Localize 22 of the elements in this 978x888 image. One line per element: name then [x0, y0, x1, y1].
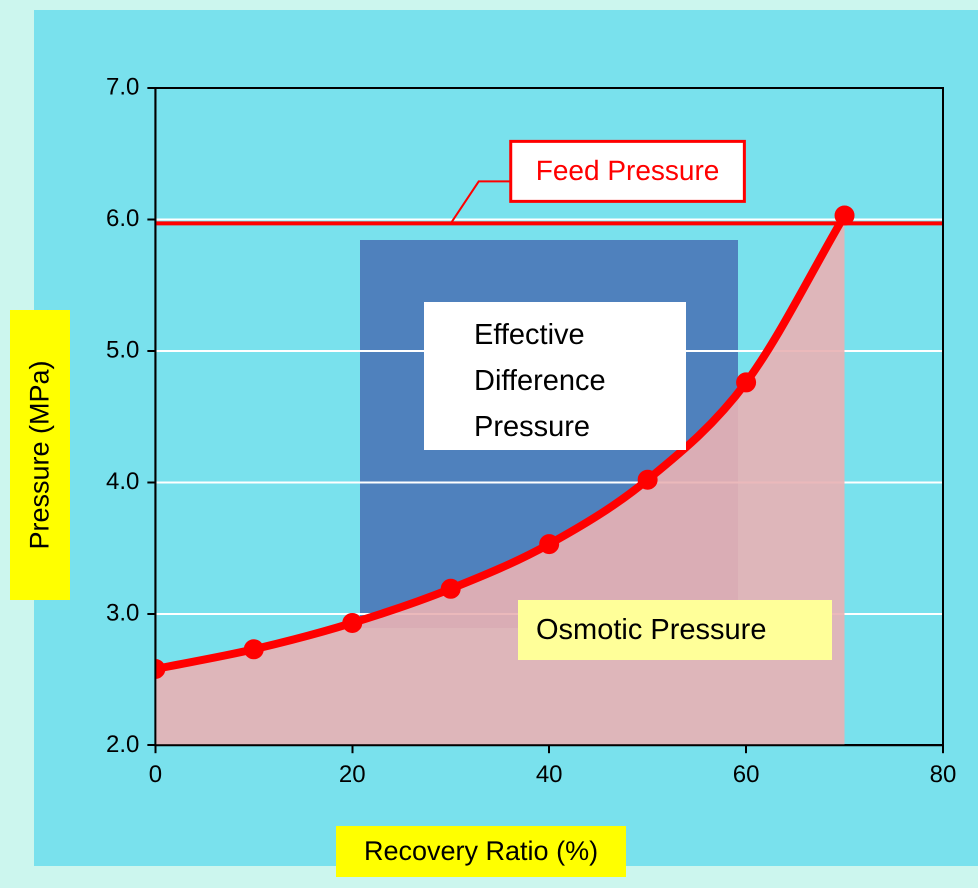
y-tick-label: 2.0 — [106, 730, 140, 758]
point — [638, 470, 658, 490]
y-tick-label: 4.0 — [106, 468, 140, 495]
x-tick-label: 0 — [148, 761, 162, 788]
y-tick-label: 6.0 — [106, 205, 140, 232]
x-tick-label: 40 — [536, 761, 563, 788]
point — [440, 578, 461, 599]
point — [244, 639, 264, 660]
x-tick-label: 80 — [930, 761, 956, 788]
ref-line-label: Feed Pressure — [536, 155, 720, 186]
point — [834, 205, 855, 226]
annotation: Osmotic Pressure — [518, 600, 832, 660]
y-axis-title: Pressure (MPa) — [24, 360, 56, 550]
y-tick-label: 5.0 — [106, 336, 140, 364]
x-tick-label: 20 — [338, 761, 366, 788]
point — [736, 372, 756, 392]
y-tick-label: 7.0 — [106, 74, 140, 101]
point — [539, 534, 560, 554]
x-axis-title: Recovery Ratio (%) — [336, 826, 626, 877]
x-tick-label: 60 — [732, 761, 760, 788]
point — [342, 612, 362, 633]
y-tick-label: 3.0 — [106, 599, 140, 626]
